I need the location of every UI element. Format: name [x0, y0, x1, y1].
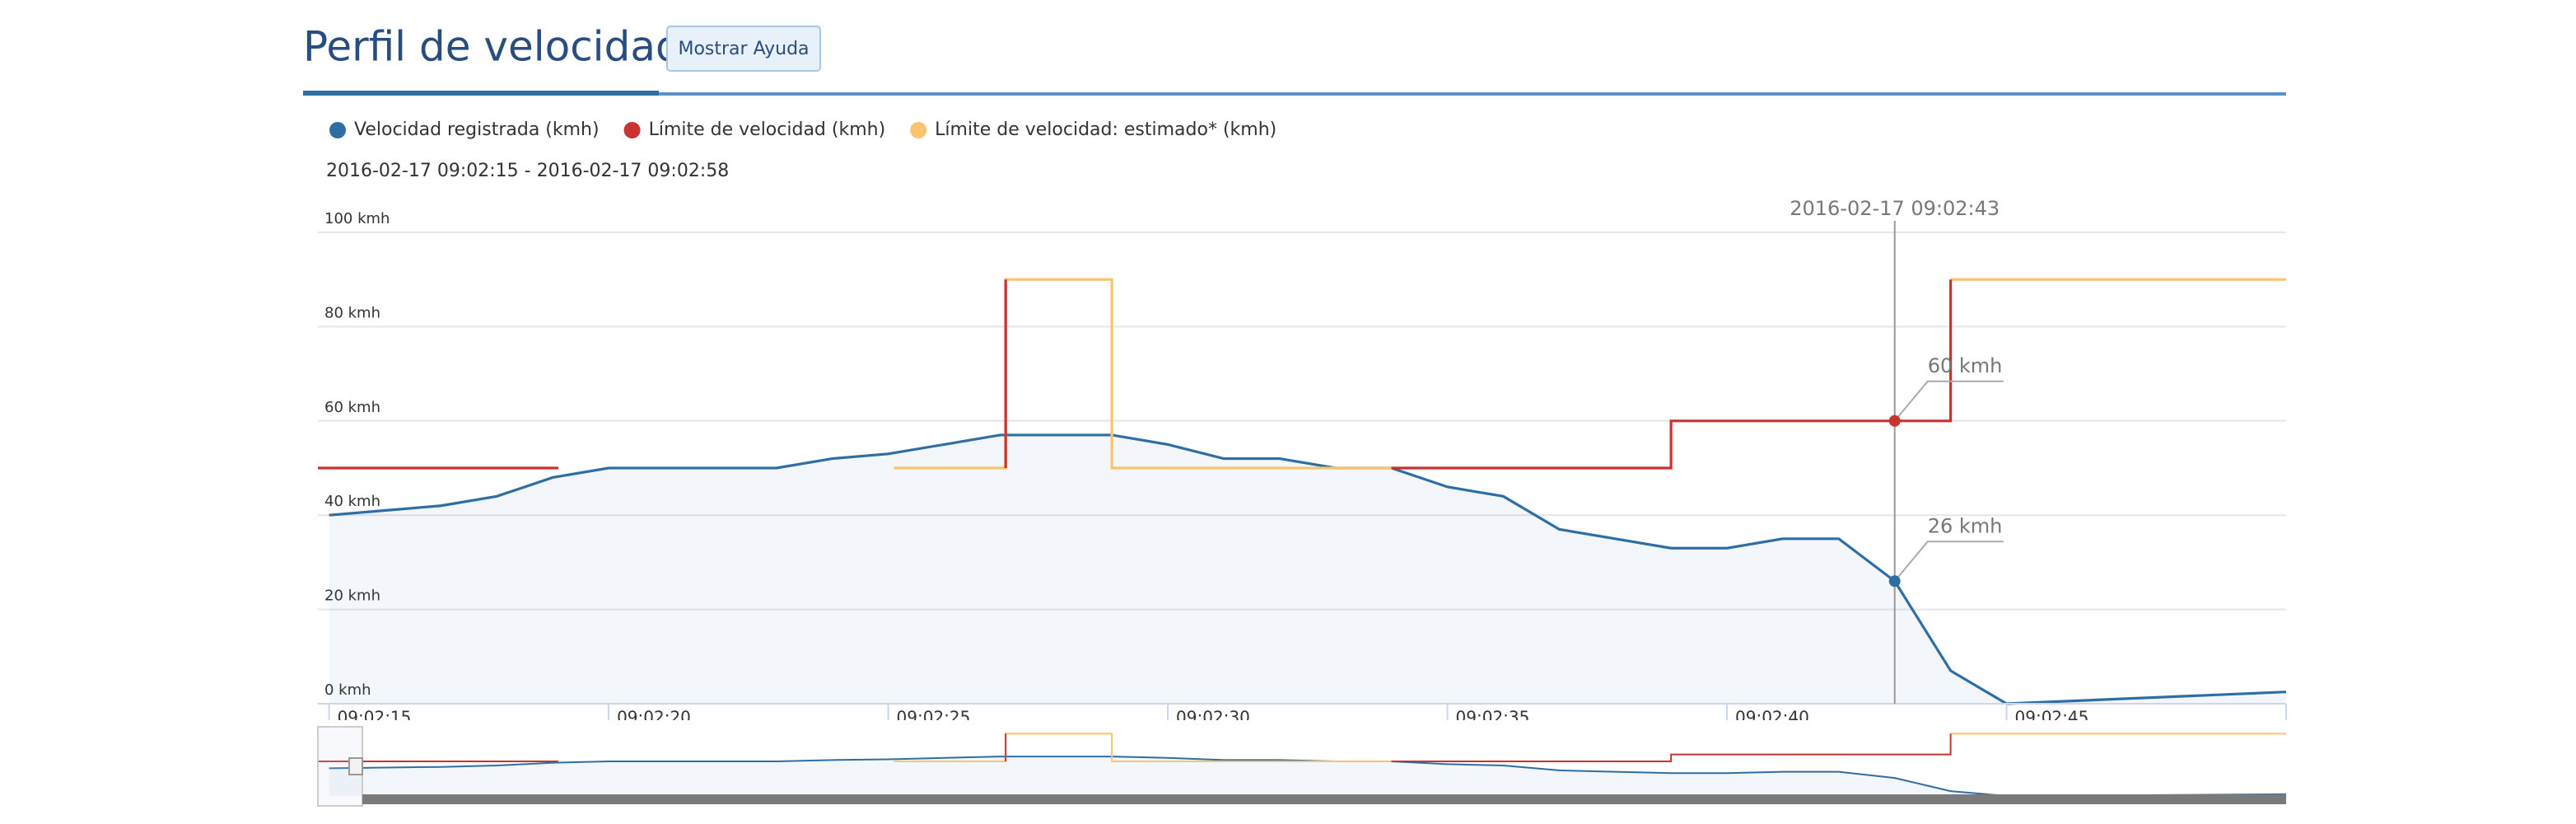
series-line-area	[329, 434, 2286, 704]
series-line	[318, 279, 1953, 470]
tooltip-point	[1888, 414, 1901, 427]
tooltip-label: 26 kmh	[1928, 514, 2003, 537]
header-underline	[303, 92, 2286, 96]
title-underline	[303, 91, 659, 96]
navigator-handle[interactable]	[348, 757, 363, 775]
help-button[interactable]	[666, 26, 821, 72]
help-button-label[interactable]: Mostrar Ayuda	[678, 39, 809, 59]
page-title: Perfil de velocidad	[303, 23, 682, 71]
legend-label[interactable]: Límite de velocidad (kmh)	[649, 119, 886, 140]
navigator-line	[894, 733, 2286, 762]
crosshair-label: 2016-02-17 09:02:43	[1790, 197, 2000, 220]
legend-marker[interactable]	[623, 122, 641, 138]
series-line	[329, 433, 2287, 705]
tooltip-connector	[1893, 541, 2004, 582]
y-tick-label: 100 kmh	[324, 210, 390, 227]
navigator-line-area	[329, 756, 2286, 796]
navigator-mask	[317, 726, 363, 807]
series-line	[894, 278, 2286, 470]
tooltip-label: 60 kmh	[1928, 354, 2003, 377]
legend-marker[interactable]	[910, 122, 927, 138]
y-tick-label: 0 kmh	[324, 681, 371, 699]
navigator-line	[329, 756, 2287, 798]
scrollbar-track[interactable]	[362, 794, 2286, 804]
y-tick-label: 80 kmh	[324, 304, 380, 321]
y-tick-label: 20 kmh	[324, 588, 380, 605]
y-tick-label: 40 kmh	[324, 493, 380, 510]
tooltip-point	[1888, 575, 1901, 588]
legend-marker[interactable]	[329, 122, 346, 138]
legend-label[interactable]: Límite de velocidad: estimado* (kmh)	[935, 119, 1276, 140]
legend-label[interactable]: Velocidad registrada (kmh)	[354, 119, 600, 140]
tooltip-connector	[1893, 380, 2004, 422]
date-range: 2016-02-17 09:02:15 - 2016-02-17 09:02:5…	[326, 161, 729, 181]
y-tick-label: 60 kmh	[324, 399, 380, 416]
